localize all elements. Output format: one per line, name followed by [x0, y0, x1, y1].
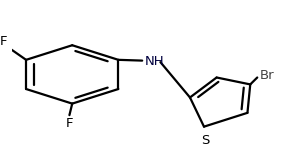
Text: S: S [201, 134, 209, 147]
Text: Br: Br [260, 69, 275, 82]
Text: NH: NH [145, 55, 165, 68]
Text: F: F [0, 35, 7, 48]
Text: F: F [66, 117, 73, 130]
